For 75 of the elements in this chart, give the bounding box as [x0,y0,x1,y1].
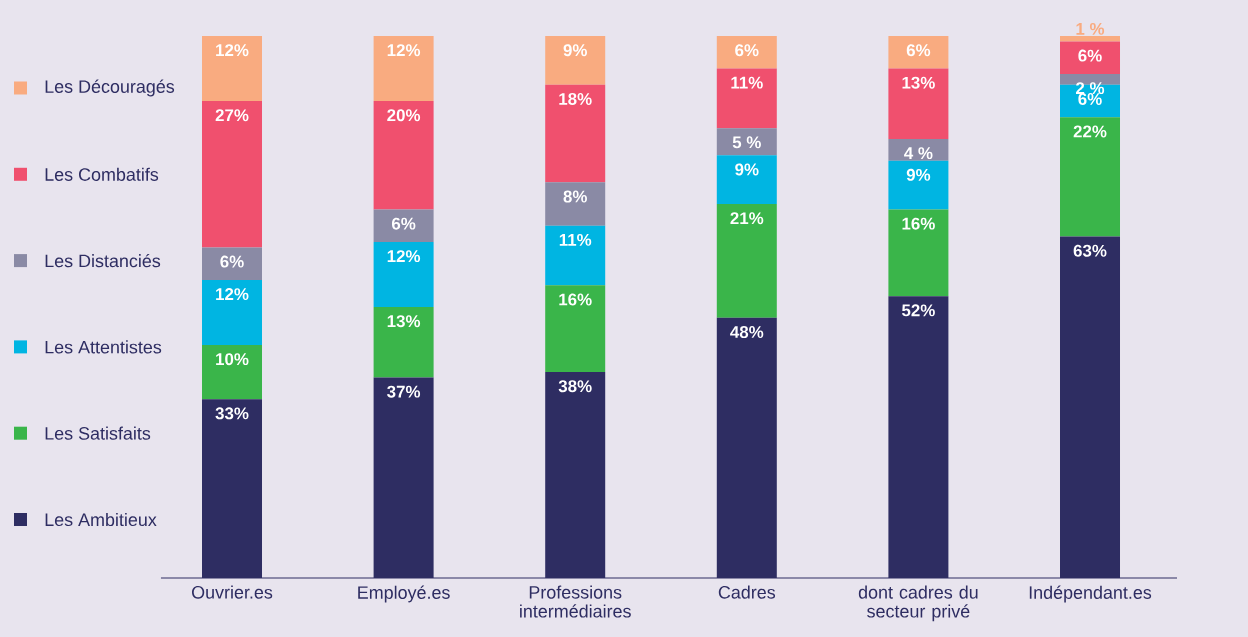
data-label: 16% [902,217,935,230]
x-tick-label: Ouvrier.es [191,585,273,599]
bar [202,35,262,102]
bar [545,225,606,286]
bar [373,307,434,378]
data-label: 9% [735,163,759,176]
bar [888,35,949,69]
data-label: 13% [387,315,421,328]
data-label: 12% [216,44,249,57]
data-label: 6% [220,255,244,268]
data-label: 12% [387,250,421,263]
data-label: 18% [559,92,592,105]
data-label: 11% [559,233,592,246]
bar [373,35,434,102]
data-label: 5 % [732,136,761,149]
data-label: 6% [391,217,416,230]
data-label: 6% [735,44,759,57]
bar [888,68,949,139]
bar [202,279,262,345]
bar [373,209,434,242]
bar [545,84,606,183]
legend-label: Les Combatifs [45,167,159,181]
data-label: 4 % [904,147,933,160]
data-label: 21% [730,212,764,225]
data-label: 52% [901,304,935,317]
legend-label: Les Ambitieux [45,512,157,527]
x-tick-label: Employé.es [358,585,450,603]
x-tick-label: Indépendant.es [1029,585,1152,603]
data-label: 22% [1073,125,1107,138]
data-label: 27% [215,109,249,122]
x-tick-label: dont cadres du secteur privé [858,585,978,622]
data-label: 37% [387,385,421,398]
legend-label: Les Découragés [45,79,175,97]
data-label: 33% [215,407,249,420]
bar [373,241,434,307]
bar [202,344,262,400]
data-label: 38% [558,380,592,393]
legend-label: Les Satisfaits [45,426,151,440]
data-label: 20% [387,109,421,122]
bar [716,155,777,205]
legend-label: Les Attentistes [45,340,162,354]
data-label: 63% [1073,244,1107,257]
data-label: 8% [563,190,587,203]
bar [716,128,777,156]
x-tick-label: Professions intermédiaires [520,585,631,618]
data-label: 1 % [1076,22,1105,35]
bar [716,204,777,318]
bar [1060,117,1120,237]
data-label: 16% [559,293,592,306]
bar [202,101,262,248]
bar [888,160,949,210]
bar [888,209,949,297]
data-label: 48% [730,326,764,339]
data-label: 11% [731,76,763,89]
data-label: 12% [216,288,249,301]
legend-label: Les Distanciés [45,253,161,268]
data-label: 9% [563,44,587,57]
bar [1060,41,1120,74]
bar [545,285,606,373]
bar [373,101,434,210]
bar [716,68,777,129]
bar [545,35,606,85]
x-tick-label: Cadres [718,585,776,599]
data-label: 10% [216,353,249,366]
bar [888,138,949,161]
data-label: 13% [902,76,935,89]
data-label: 6% [906,44,931,57]
bar [1060,35,1120,42]
data-label: 6% [1078,92,1102,105]
data-label: 12% [387,44,421,57]
bar [202,247,262,280]
bar [545,182,606,226]
data-label: 6% [1078,49,1102,62]
data-label: 9% [906,168,931,181]
bar [716,35,777,69]
